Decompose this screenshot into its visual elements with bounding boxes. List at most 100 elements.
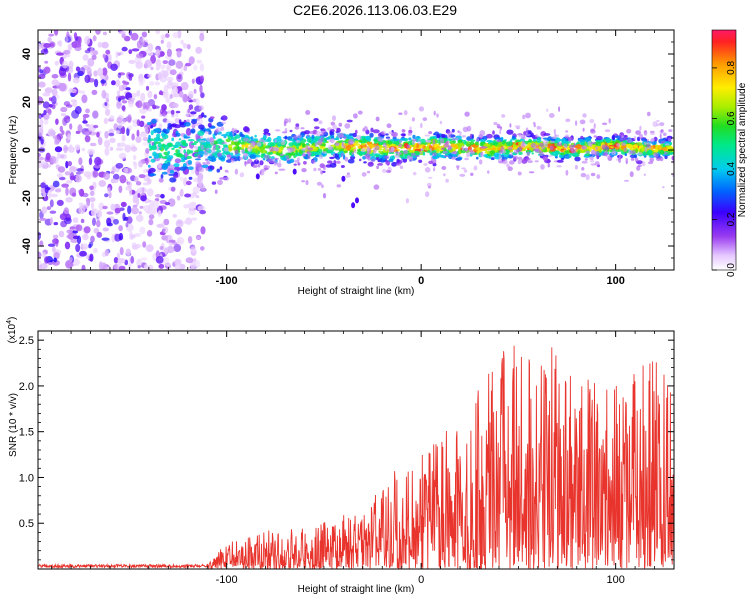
spectrogram-band-blob [289,129,293,133]
spectrogram-noise-blob [76,168,84,172]
spectrogram-halo-blob [594,161,600,166]
spectrogram-halo-blob [457,130,460,134]
spectrogram-band-blob [408,129,413,134]
spectrogram-band-blob [194,158,201,161]
spectrogram-noise-blob [157,210,162,218]
spectrogram-noise-blob [105,98,110,103]
spectrogram-noise-blob [55,118,59,125]
spectrogram-noise-blob [69,256,73,263]
spectrogram-halo-blob [643,141,647,146]
spectrogram-noise-blob [195,46,203,54]
snr-scale-suffix: ) [7,317,18,320]
spectrogram-noise-blob [148,51,154,57]
spectrogram-noise-blob [104,139,111,149]
spectrogram-band-blob [336,160,341,164]
spectrogram-halo-blob [487,170,490,174]
spectrogram-noise-blob [112,173,120,180]
spectrogram-band-blob [498,147,501,151]
spectrogram-halo-blob [646,146,652,149]
spectrogram-halo-blob [542,139,549,146]
spectrogram-noise-blob [100,79,106,84]
spectrogram-noise-blob [62,60,68,69]
spectrogram-halo-blob [335,143,340,147]
spectrogram-noise-blob [43,114,50,120]
spectrogram-noise-blob [130,255,134,264]
spectrogram-band-blob [596,135,603,141]
spectrogram-noise-blob [94,78,99,88]
spectrogram-halo-blob [431,152,437,157]
spectrogram-noise-blob [129,187,133,197]
spectrogram-halo-blob [517,159,522,165]
spectrogram-halo-blob [204,131,210,134]
spectrogram-halo-blob [571,148,577,154]
spectrogram-noise-blob [89,185,94,191]
spectrogram-noise-blob [169,94,173,99]
spectrogram-halo-blob [509,123,512,128]
spectrogram-halo-blob [643,173,646,176]
spectrogram-halo-blob [480,145,486,150]
spectrogram-band-blob [396,158,400,163]
spectrogram-noise-blob [131,92,137,98]
spectrogram-noise-blob [65,180,73,184]
spectrogram-noise-blob [39,240,44,247]
spectrogram-halo-blob [376,165,379,169]
spectrogram-noise-blob [147,90,153,99]
spectrogram-noise-blob [78,202,84,206]
spectrogram-noise-blob [117,72,122,79]
spectrogram-noise-blob [174,226,183,235]
spectrogram-noise-blob [162,226,169,234]
spectrogram-noise-blob [107,187,111,195]
spectrogram-noise-blob [70,88,77,94]
spectrogram-band-blob [358,158,362,162]
spectrogram-halo-blob [509,160,515,165]
spectrogram-halo-blob [200,185,206,191]
spectrogram-band-blob [391,161,397,167]
spectrogram-noise-blob [141,115,146,119]
spectrogram-noise-blob [44,87,53,94]
spectrogram-noise-blob [193,145,198,149]
spectrogram-band-blob [677,144,682,148]
spectrogram-halo-blob [465,154,470,158]
spectrogram-band-blob [263,128,270,134]
spectrogram-halo-blob [239,156,244,160]
spectrogram-band-blob [434,143,440,147]
spectrogram-halo-blob [318,154,324,160]
spectrogram-noise-blob [97,41,103,48]
spectrogram-noise-blob [148,218,154,226]
spectrogram-halo-blob [498,154,502,159]
spectrogram-band-blob [319,146,326,150]
spectrogram-band-blob [151,118,157,124]
spectrogram-band-blob [244,143,249,149]
spectrogram-noise-blob [142,101,146,110]
spectrogram-band-blob [675,145,681,150]
spectrogram-band-blob [295,150,298,156]
spectrogram-band-blob [475,146,481,151]
spectrogram-noise-blob [134,243,142,248]
spectrogram-halo-blob [317,167,322,171]
spectrogram-halo-blob [391,132,396,137]
spectrogram-band-blob [167,162,171,166]
spectrogram-band-blob [311,151,318,154]
spectrogram-halo-blob [593,123,596,129]
spectrogram-noise-blob [83,116,86,122]
spectrogram-halo-blob [447,131,453,135]
snr-xtick-label: 0 [418,574,424,586]
spectrogram-band-blob [243,126,250,132]
spectrogram-halo-blob [357,110,363,115]
spectrogram-halo-blob [297,134,302,139]
spectrogram-noise-blob [192,186,200,195]
spectrogram-halo-blob [521,140,525,147]
spectrogram-noise-blob [73,32,78,40]
spectrogram-band-blob [162,156,168,160]
spectrogram-halo-blob [643,129,648,136]
spectrogram-band-blob [463,139,467,145]
spectrogram-noise-blob [91,89,98,96]
spectrogram-halo-blob [624,179,629,182]
spectrogram-halo-blob [540,164,545,170]
spectrogram-halo-blob [625,157,628,164]
spectrogram-band-blob [187,108,190,114]
spectrogram-noise-blob [96,131,100,138]
spectrogram-noise-blob [75,66,81,72]
spectrogram-noise-blob [180,66,184,72]
spectrogram-ytick-label: -20 [21,190,33,206]
